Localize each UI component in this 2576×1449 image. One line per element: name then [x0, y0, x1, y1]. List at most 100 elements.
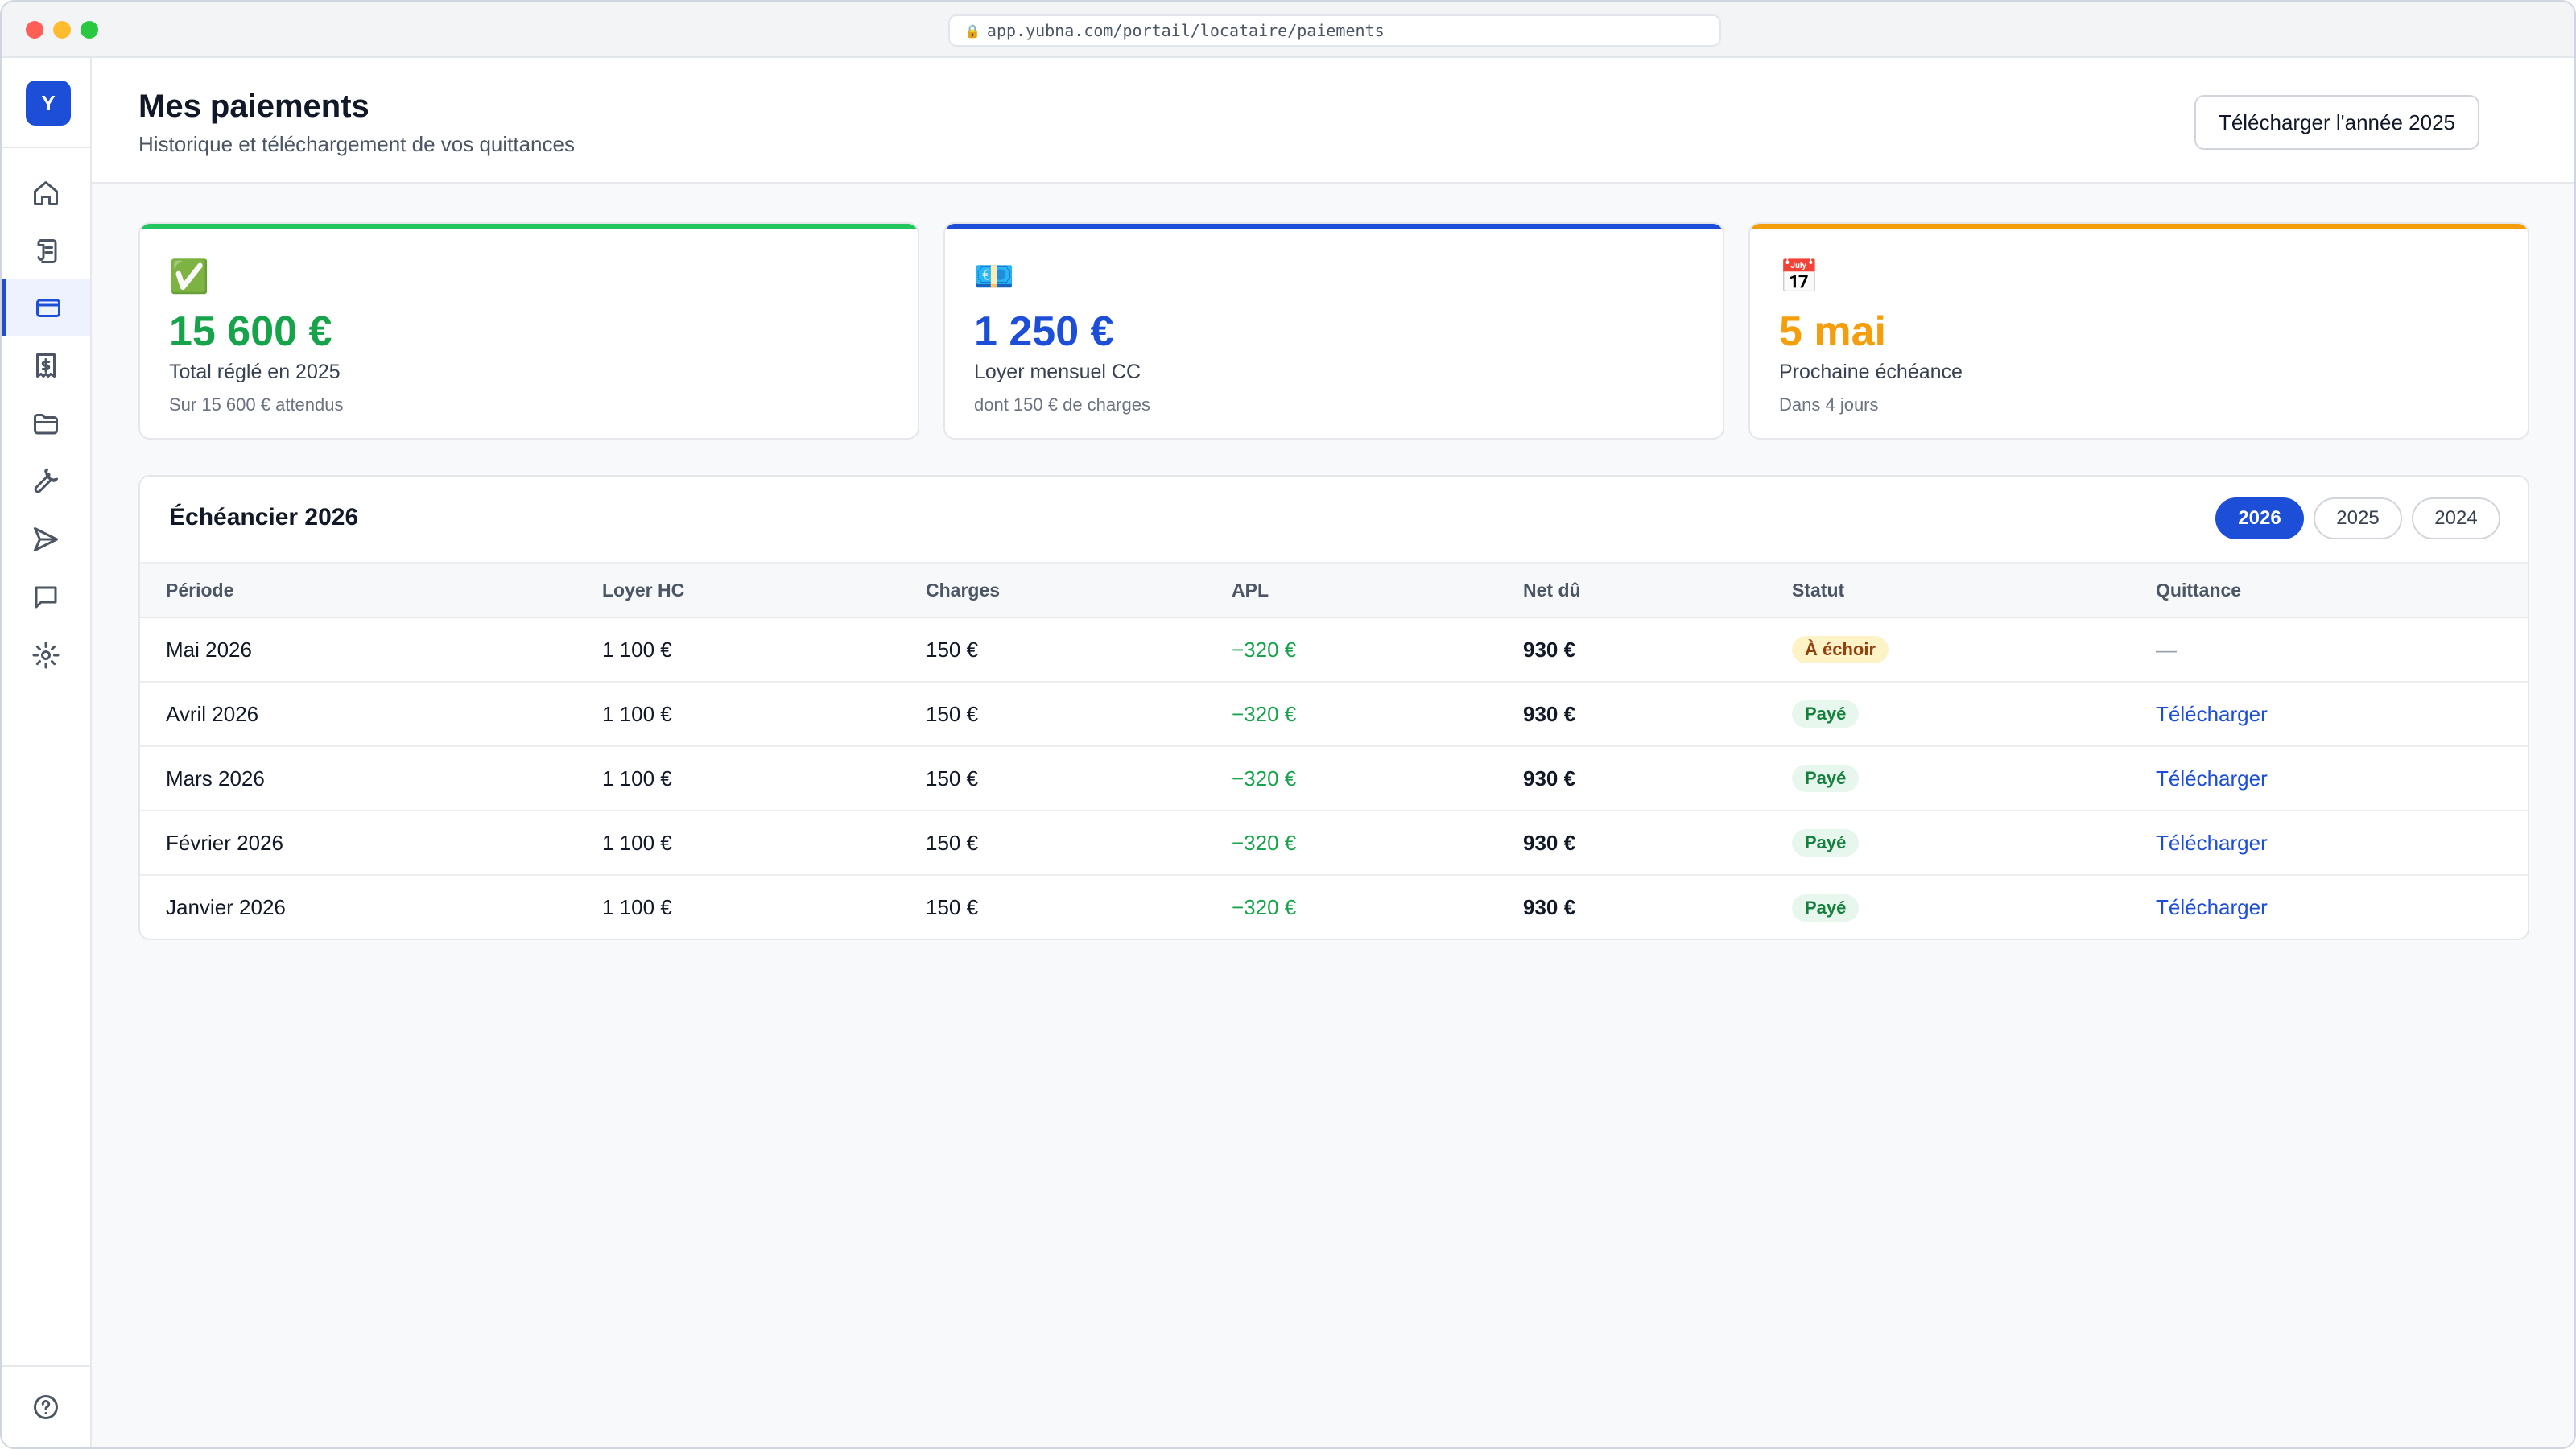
- credit-card-icon: [35, 299, 60, 317]
- sidebar-item-messages[interactable]: [2, 568, 90, 626]
- main-content: Mes paiements Historique et téléchargeme…: [92, 58, 2574, 1447]
- cell-period: Avril 2026: [166, 701, 259, 726]
- table-row: Février 2026 1 100 € 150 € −320 € 930 € …: [140, 811, 2528, 875]
- column-header-receipt[interactable]: Quittance: [2156, 579, 2242, 601]
- kpi-card-monthly-rent: 💶 1 250 € Loyer mensuel CC dont 150 € de…: [943, 222, 1724, 440]
- browser-toolbar: 🔒 app.yubna.com/portail/locataire/paieme…: [2, 2, 2574, 58]
- status-badge: Payé: [1792, 700, 1860, 728]
- page-header: Mes paiements Historique et téléchargeme…: [92, 58, 2574, 184]
- sidebar-item-receipts[interactable]: [2, 336, 90, 394]
- sidebar-divider: [2, 1365, 90, 1367]
- table-row: Janvier 2026 1 100 € 150 € −320 € 930 € …: [140, 875, 2528, 939]
- sidebar-divider: [2, 147, 90, 148]
- status-badge: Payé: [1792, 765, 1860, 792]
- schedule-title: Échéancier 2026: [169, 504, 359, 530]
- cell-charges: 150 €: [926, 830, 979, 855]
- table-row: Avril 2026 1 100 € 150 € −320 € 930 € Pa…: [140, 682, 2528, 746]
- cell-rent: 1 100 €: [602, 766, 672, 791]
- minimize-window-button[interactable]: [53, 21, 71, 39]
- year-filter: 2026 2025 2024: [2215, 497, 2500, 539]
- calendar-icon: 📅: [1779, 259, 1819, 295]
- column-header-charges[interactable]: Charges: [926, 579, 1001, 601]
- cell-net: 930 €: [1523, 766, 1576, 791]
- column-header-status[interactable]: Statut: [1792, 579, 1845, 601]
- cell-status: Payé: [1766, 811, 2130, 875]
- sidebar-item-documents[interactable]: [2, 394, 90, 452]
- cell-receipt: —: [2130, 617, 2528, 682]
- sidebar-item-maintenance[interactable]: [2, 452, 90, 510]
- cell-net: 930 €: [1523, 637, 1576, 662]
- app-logo[interactable]: Y: [26, 80, 71, 126]
- cell-receipt: Télécharger: [2130, 746, 2528, 811]
- cell-charges: 150 €: [926, 637, 979, 662]
- send-icon: [34, 527, 58, 551]
- year-tab-2026[interactable]: 2026: [2215, 497, 2304, 539]
- cell-net: 930 €: [1523, 895, 1576, 919]
- sidebar: Y: [2, 58, 92, 1447]
- cell-rent: 1 100 €: [602, 637, 672, 662]
- cell-receipt: Télécharger: [2130, 682, 2528, 746]
- sidebar-item-payments[interactable]: [2, 279, 90, 336]
- year-tab-2024[interactable]: 2024: [2412, 497, 2500, 539]
- sidebar-item-home[interactable]: [2, 164, 90, 222]
- status-badge: Payé: [1792, 829, 1860, 857]
- status-badge: À échoir: [1792, 636, 1889, 663]
- card-accent-bar: [945, 224, 1723, 229]
- check-icon: ✅: [169, 259, 209, 295]
- schedule-table: Période Loyer HC Charges APL Net dû Stat…: [140, 562, 2528, 939]
- cell-status: Payé: [1766, 682, 2130, 746]
- cell-status: À échoir: [1766, 617, 2130, 682]
- maximize-window-button[interactable]: [80, 21, 98, 39]
- kpi-label: Prochaine échéance: [1779, 361, 1963, 383]
- wrench-icon: [34, 468, 58, 493]
- card-accent-bar: [140, 224, 918, 229]
- sidebar-item-settings[interactable]: [2, 626, 90, 684]
- cell-rent: 1 100 €: [602, 895, 672, 919]
- download-year-button[interactable]: Télécharger l'année 2025: [2194, 95, 2479, 150]
- kpi-card-next-due: 📅 5 mai Prochaine échéance Dans 4 jours: [1748, 222, 2529, 440]
- cell-apl: −320 €: [1232, 830, 1297, 855]
- download-receipt-link[interactable]: Télécharger: [2156, 701, 2268, 726]
- kpi-label: Total réglé en 2025: [169, 361, 341, 383]
- cell-net: 930 €: [1523, 701, 1576, 726]
- close-window-button[interactable]: [26, 21, 43, 39]
- kpi-subtext: Sur 15 600 € attendus: [169, 394, 344, 415]
- cell-status: Payé: [1766, 746, 2130, 811]
- table-row: Mars 2026 1 100 € 150 € −320 € 930 € Pay…: [140, 746, 2528, 811]
- cell-apl: −320 €: [1232, 766, 1297, 791]
- year-tab-2025[interactable]: 2025: [2314, 497, 2402, 539]
- download-receipt-link[interactable]: Télécharger: [2156, 766, 2268, 791]
- cell-charges: 150 €: [926, 766, 979, 791]
- address-bar[interactable]: 🔒 app.yubna.com/portail/locataire/paieme…: [948, 14, 1721, 47]
- cell-rent: 1 100 €: [602, 830, 672, 855]
- kpi-subtext: dont 150 € de charges: [974, 394, 1150, 415]
- url-text: app.yubna.com/portail/locataire/paiement…: [986, 21, 1385, 40]
- column-header-period[interactable]: Période: [166, 579, 234, 601]
- column-header-rent[interactable]: Loyer HC: [602, 579, 685, 601]
- no-receipt-dash: —: [2156, 637, 2177, 662]
- cell-period: Février 2026: [166, 830, 283, 855]
- card-accent-bar: [1750, 224, 2528, 229]
- download-receipt-link[interactable]: Télécharger: [2156, 895, 2268, 919]
- home-icon: [34, 181, 58, 205]
- sidebar-item-send[interactable]: [2, 510, 90, 568]
- column-header-net[interactable]: Net dû: [1523, 579, 1581, 601]
- cell-receipt: Télécharger: [2130, 811, 2528, 875]
- kpi-value: 15 600 €: [169, 308, 332, 355]
- cell-status: Payé: [1766, 875, 2130, 939]
- cell-net: 930 €: [1523, 830, 1576, 855]
- download-receipt-link[interactable]: Télécharger: [2156, 830, 2268, 855]
- cell-rent: 1 100 €: [602, 701, 672, 726]
- kpi-value: 1 250 €: [974, 308, 1114, 355]
- sidebar-item-help[interactable]: [2, 1378, 90, 1436]
- cell-receipt: Télécharger: [2130, 875, 2528, 939]
- cell-charges: 150 €: [926, 701, 979, 726]
- cell-period: Janvier 2026: [166, 895, 286, 919]
- kpi-subtext: Dans 4 jours: [1779, 394, 1879, 415]
- chat-icon: [35, 586, 57, 609]
- cell-apl: −320 €: [1232, 895, 1297, 919]
- sidebar-item-lease[interactable]: [2, 222, 90, 280]
- column-header-apl[interactable]: APL: [1232, 579, 1269, 601]
- kpi-label: Loyer mensuel CC: [974, 361, 1141, 383]
